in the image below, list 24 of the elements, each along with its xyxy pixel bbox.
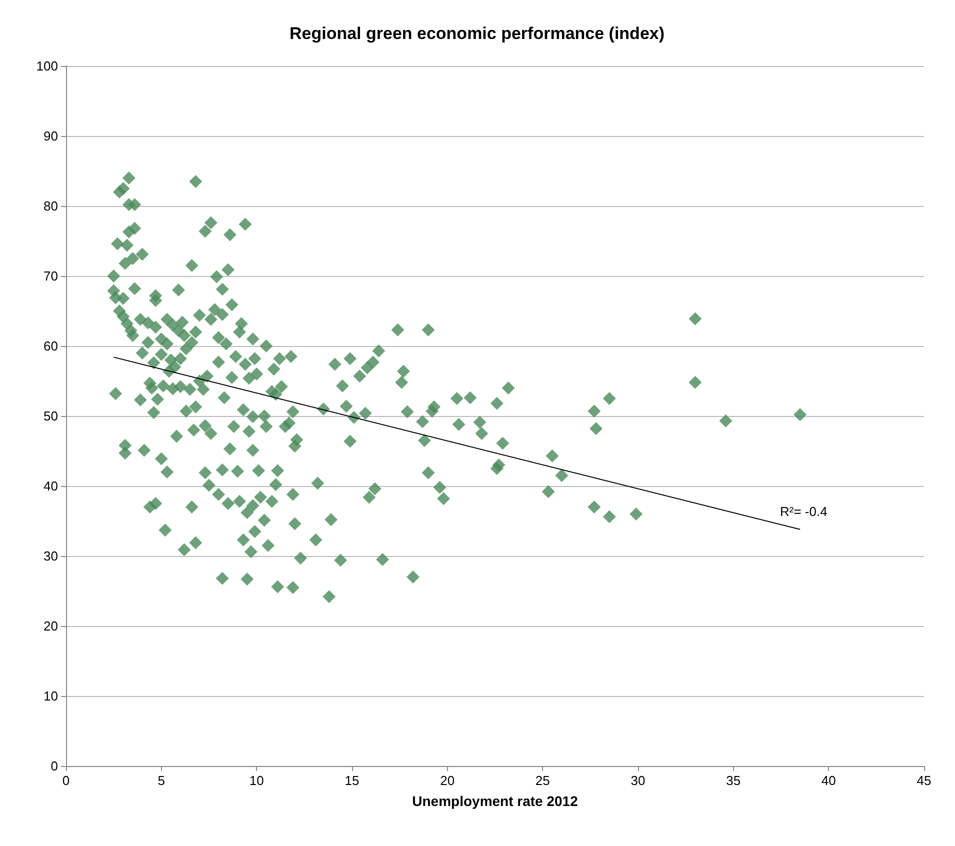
y-tick-label: 80 [44,198,58,214]
y-tick-label: 70 [44,268,58,284]
x-axis-title: Unemployment rate 2012 [412,793,578,809]
y-tick-label: 40 [44,478,58,494]
y-tick-label: 20 [44,618,58,634]
chart-title: Regional green economic performance (index) [289,24,665,43]
x-tick-label: 15 [344,773,360,788]
x-tick-label: 30 [630,773,646,788]
y-tick-label: 90 [44,128,58,144]
x-tick-label: 40 [821,773,836,788]
y-tick-label: 60 [44,338,58,354]
annotation: R²= -0.4 [780,504,828,519]
y-tick-label: 100 [36,58,58,74]
x-tick-label: 20 [440,773,455,788]
x-tick-label: 45 [916,773,932,788]
x-tick-label: 10 [249,773,264,788]
y-tick-label: 50 [44,408,58,424]
x-tick-label: 25 [535,773,550,788]
x-tick-label: 35 [726,773,741,788]
y-tick-label: 30 [44,548,58,564]
y-tick-label: 0 [50,758,58,774]
y-tick-label: 10 [44,688,58,704]
x-tick-label: 0 [62,773,70,788]
x-tick-label: 5 [158,773,165,788]
